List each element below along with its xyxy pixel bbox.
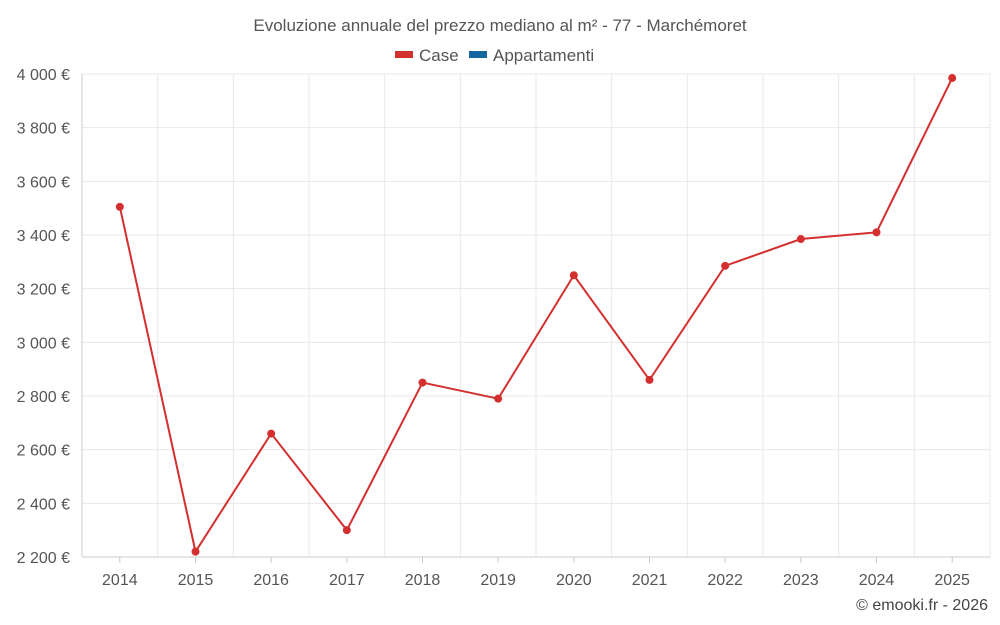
y-tick-label: 3 200 € — [17, 282, 70, 299]
data-point-case[interactable] — [645, 375, 654, 384]
x-tick-label: 2014 — [102, 572, 138, 589]
data-point-case[interactable] — [948, 74, 957, 83]
data-point-case[interactable] — [191, 547, 200, 556]
data-point-case[interactable] — [721, 261, 730, 270]
legend-label-case: Case — [419, 46, 459, 65]
y-tick-label: 3 000 € — [17, 335, 70, 352]
y-tick-label: 4 000 € — [17, 67, 70, 84]
data-point-case[interactable] — [569, 271, 578, 280]
x-tick-label: 2019 — [480, 572, 516, 589]
axes: 2 200 € 2 400 € 2 600 € 2 800 € 3 000 € 3 200… — [17, 67, 990, 589]
data-point-case[interactable] — [267, 429, 276, 438]
x-tick-label: 2021 — [632, 572, 668, 589]
y-tick-label: 2 600 € — [17, 443, 70, 460]
credit-text: © emooki.fr - 2026 — [856, 597, 988, 614]
y-tick-label: 3 800 € — [17, 121, 70, 138]
data-point-case[interactable] — [872, 228, 881, 237]
legend-item-appartamenti[interactable]: Appartamenti — [469, 46, 594, 65]
grid — [81, 73, 991, 558]
data-point-case[interactable] — [418, 378, 427, 387]
x-tick-label: 2022 — [707, 572, 743, 589]
x-tick-label: 2024 — [859, 572, 895, 589]
x-tick-label: 2015 — [178, 572, 214, 589]
y-tick-label: 3 400 € — [17, 228, 70, 245]
x-tick-label: 2017 — [329, 572, 365, 589]
legend-item-case[interactable]: Case — [395, 46, 459, 65]
y-tick-label: 2 400 € — [17, 496, 70, 513]
x-tick-label: 2023 — [783, 572, 819, 589]
legend-swatch-appartamenti — [469, 51, 487, 58]
series-case — [115, 74, 957, 556]
x-tick-label: 2018 — [405, 572, 441, 589]
data-point-case[interactable] — [342, 526, 351, 535]
legend-label-appartamenti: Appartamenti — [493, 46, 594, 65]
x-tick-label: 2016 — [253, 572, 289, 589]
data-point-case[interactable] — [115, 202, 124, 211]
data-point-case[interactable] — [796, 235, 805, 244]
legend-swatch-case — [395, 51, 413, 58]
y-tick-label: 2 200 € — [17, 550, 70, 567]
series-line-case — [118, 77, 954, 555]
x-tick-label: 2020 — [556, 572, 592, 589]
chart-title: Evoluzione annuale del prezzo mediano al… — [253, 16, 747, 35]
y-tick-label: 3 600 € — [17, 174, 70, 191]
legend: Case Appartamenti — [395, 46, 594, 65]
y-tick-label: 2 800 € — [17, 389, 70, 406]
x-tick-label: 2025 — [934, 572, 970, 589]
data-point-case[interactable] — [494, 394, 503, 403]
